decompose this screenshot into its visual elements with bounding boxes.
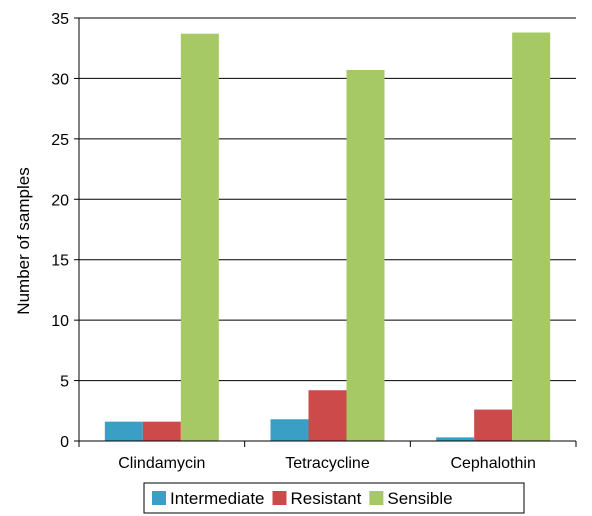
gridlines [79, 17, 576, 382]
y-tick-label: 15 [51, 253, 69, 270]
x-tick-label: Clindamycin [118, 455, 205, 472]
legend-swatch-intermediate [152, 491, 166, 505]
legend-swatch-sensible [369, 491, 384, 505]
bar-intermediate-clindamycin [104, 421, 143, 441]
legend-label-resistant: Resistant [291, 489, 362, 508]
legend-label-sensible: Sensible [387, 489, 452, 508]
bar-resistant-clindamycin [142, 421, 181, 441]
y-tick-label: 20 [51, 192, 69, 209]
legend-box [143, 482, 525, 514]
y-tick-label: 0 [60, 434, 69, 451]
legend-label-intermediate: Intermediate [170, 489, 265, 508]
bar-sensible-tetracycline [346, 69, 385, 442]
bar-intermediate-tetracycline [270, 419, 309, 441]
y-tick-label: 25 [51, 132, 69, 149]
y-tick-label: 35 [51, 11, 69, 28]
bar-resistant-tetracycline [308, 390, 347, 441]
y-tick-labels: 0 5 10 15 20 25 30 35 [51, 11, 79, 451]
x-tick-labels: Clindamycin Tetracycline Cephalothin [78, 441, 577, 472]
y-tick-label: 5 [60, 374, 69, 391]
y-tick-label: 30 [51, 71, 69, 88]
legend: Intermediate Resistant Sensible [143, 482, 525, 514]
legend-swatch-resistant [272, 491, 287, 505]
bars [104, 32, 551, 442]
bar-intermediate-cephalothin [436, 437, 475, 441]
bar-sensible-clindamycin [180, 33, 219, 442]
y-axis-title: Number of samples [14, 167, 33, 314]
x-tick-label: Tetracycline [285, 455, 370, 472]
bar-sensible-cephalothin [512, 32, 551, 441]
axes [78, 18, 576, 442]
y-tick-label: 10 [51, 313, 69, 330]
bar-resistant-cephalothin [474, 409, 513, 441]
x-tick-label: Cephalothin [450, 455, 535, 472]
